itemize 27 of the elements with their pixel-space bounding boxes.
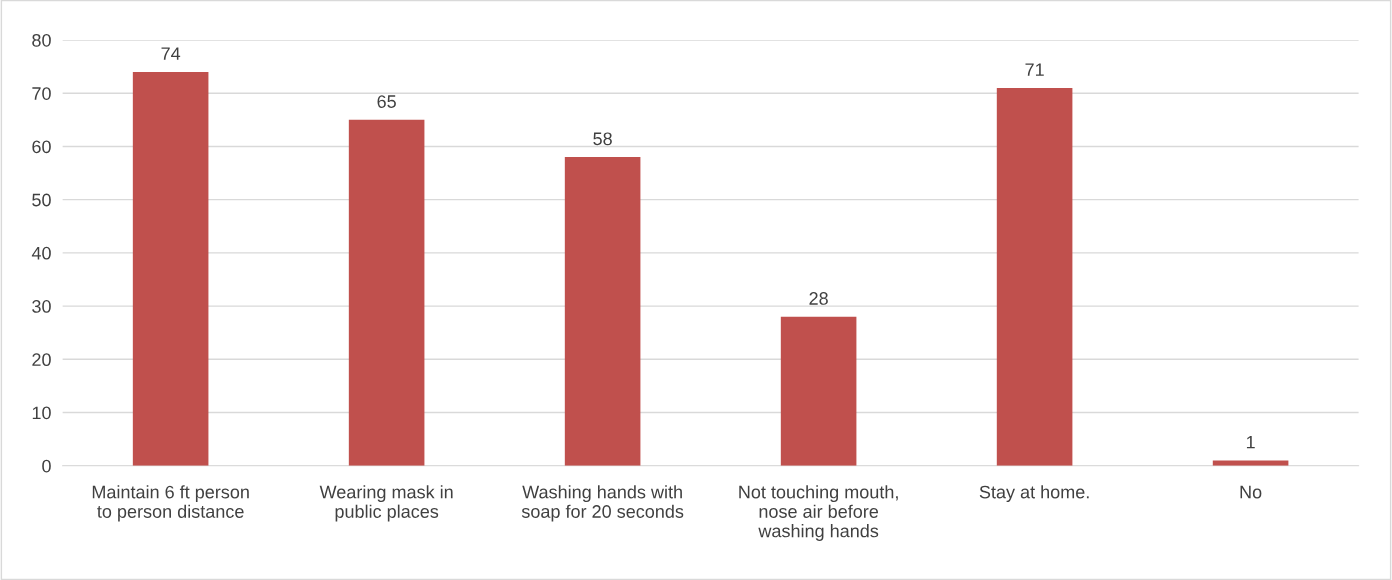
- data-label: 58: [593, 132, 612, 146]
- bar: [1212, 460, 1289, 466]
- x-tick-label: Washing hands with soap for 20 seconds: [521, 485, 684, 522]
- y-tick-label: 60: [32, 140, 51, 154]
- data-label: 71: [1025, 63, 1044, 76]
- x-tick-label: No: [1240, 485, 1262, 499]
- bar: [996, 87, 1073, 466]
- x-tick-label: Maintain 6 ft person to person distance: [92, 485, 249, 522]
- data-label: 65: [377, 95, 396, 108]
- x-tick-label: Stay at home.: [979, 485, 1089, 503]
- y-tick-label: 20: [32, 353, 51, 367]
- data-label: 74: [161, 47, 181, 60]
- x-tick-label: Not touching mouth, nose air before washing hands: [739, 485, 898, 541]
- data-label: 28: [809, 292, 828, 305]
- y-tick-label: 80: [32, 33, 51, 47]
- data-label: 1: [1246, 435, 1255, 449]
- x-tick-label: Wearing mask in public places: [319, 485, 453, 522]
- y-tick-label: 50: [32, 193, 51, 207]
- y-tick-label: 70: [32, 87, 51, 100]
- bar: [564, 157, 641, 466]
- y-tick-label: 40: [31, 246, 51, 260]
- y-tick-label: 30: [32, 300, 51, 313]
- bar: [348, 119, 425, 466]
- bar: [132, 71, 209, 466]
- y-tick-label: 0: [42, 459, 51, 473]
- bar: [780, 316, 857, 466]
- y-tick-label: 10: [32, 406, 51, 420]
